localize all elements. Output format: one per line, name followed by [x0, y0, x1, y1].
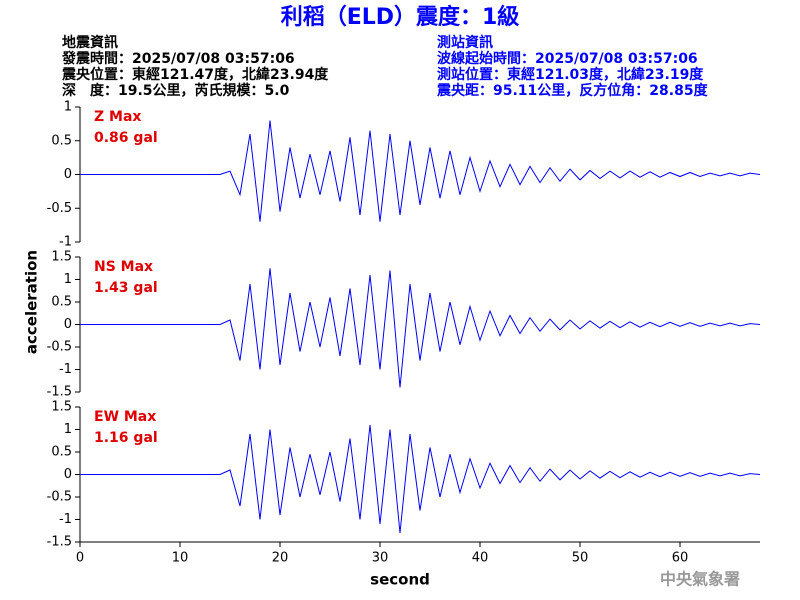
y-tick-label: -1	[59, 235, 72, 250]
y-tick-label: -1	[59, 362, 72, 377]
y-tick-label: 1	[64, 422, 72, 437]
annotation: 1.16 gal	[94, 430, 158, 446]
title: 利稻（ELD）震度：1級	[281, 4, 520, 30]
y-tick-label: 0.5	[51, 295, 72, 310]
footer: 中央氣象署	[660, 570, 740, 589]
waveform	[80, 120, 761, 222]
x-tick-label: 20	[272, 551, 289, 566]
annotation: NS Max	[94, 259, 153, 275]
event-info: 震央位置：東經121.47度，北緯23.94度	[61, 66, 329, 83]
x-tick-label: 50	[572, 551, 589, 566]
y-tick-label: 0	[64, 317, 72, 332]
y-tick-label: 1	[64, 100, 72, 115]
y-tick-label: -1.5	[47, 385, 72, 400]
annotation: 1.43 gal	[94, 280, 158, 296]
y-tick-label: -0.5	[47, 340, 72, 355]
y-tick-label: 0.5	[51, 133, 72, 148]
y-tick-label: 0	[64, 467, 72, 482]
x-tick-label: 40	[472, 551, 489, 566]
station-info: 波線起始時間：2025/07/08 03:57:06	[437, 50, 698, 67]
annotation: Z Max	[94, 109, 141, 125]
annotation: 0.86 gal	[94, 130, 158, 146]
y-tick-label: -0.5	[47, 490, 72, 505]
y-tick-label: -0.5	[47, 201, 72, 216]
y-tick-label: 0	[64, 167, 72, 182]
y-tick-label: 0.5	[51, 445, 72, 460]
waveform	[80, 268, 761, 388]
event-info: 深 度：19.5公里，芮氏規模：5.0	[62, 82, 290, 99]
y-axis-label: acceleration	[23, 250, 41, 354]
x-tick-label: 60	[672, 551, 689, 566]
y-tick-label: -1	[59, 512, 72, 527]
annotation: EW Max	[94, 409, 156, 425]
event-info: 發震時間：2025/07/08 03:57:06	[61, 50, 295, 67]
y-tick-label: -1.5	[47, 535, 72, 550]
y-tick-label: 1.5	[51, 400, 72, 415]
event-info: 地震資訊	[62, 34, 118, 51]
x-tick-label: 0	[76, 551, 84, 566]
y-tick-label: 1.5	[51, 250, 72, 265]
x-tick-label: 10	[172, 551, 189, 566]
x-axis-label: second	[370, 571, 430, 589]
station-info: 震央距：95.11公里，反方位角：28.85度	[436, 82, 709, 99]
station-info: 測站資訊	[437, 34, 493, 51]
waveform	[80, 424, 761, 534]
x-tick-label: 30	[372, 551, 389, 566]
station-info: 測站位置：東經121.03度，北緯23.19度	[437, 66, 704, 83]
y-tick-label: 1	[64, 272, 72, 287]
